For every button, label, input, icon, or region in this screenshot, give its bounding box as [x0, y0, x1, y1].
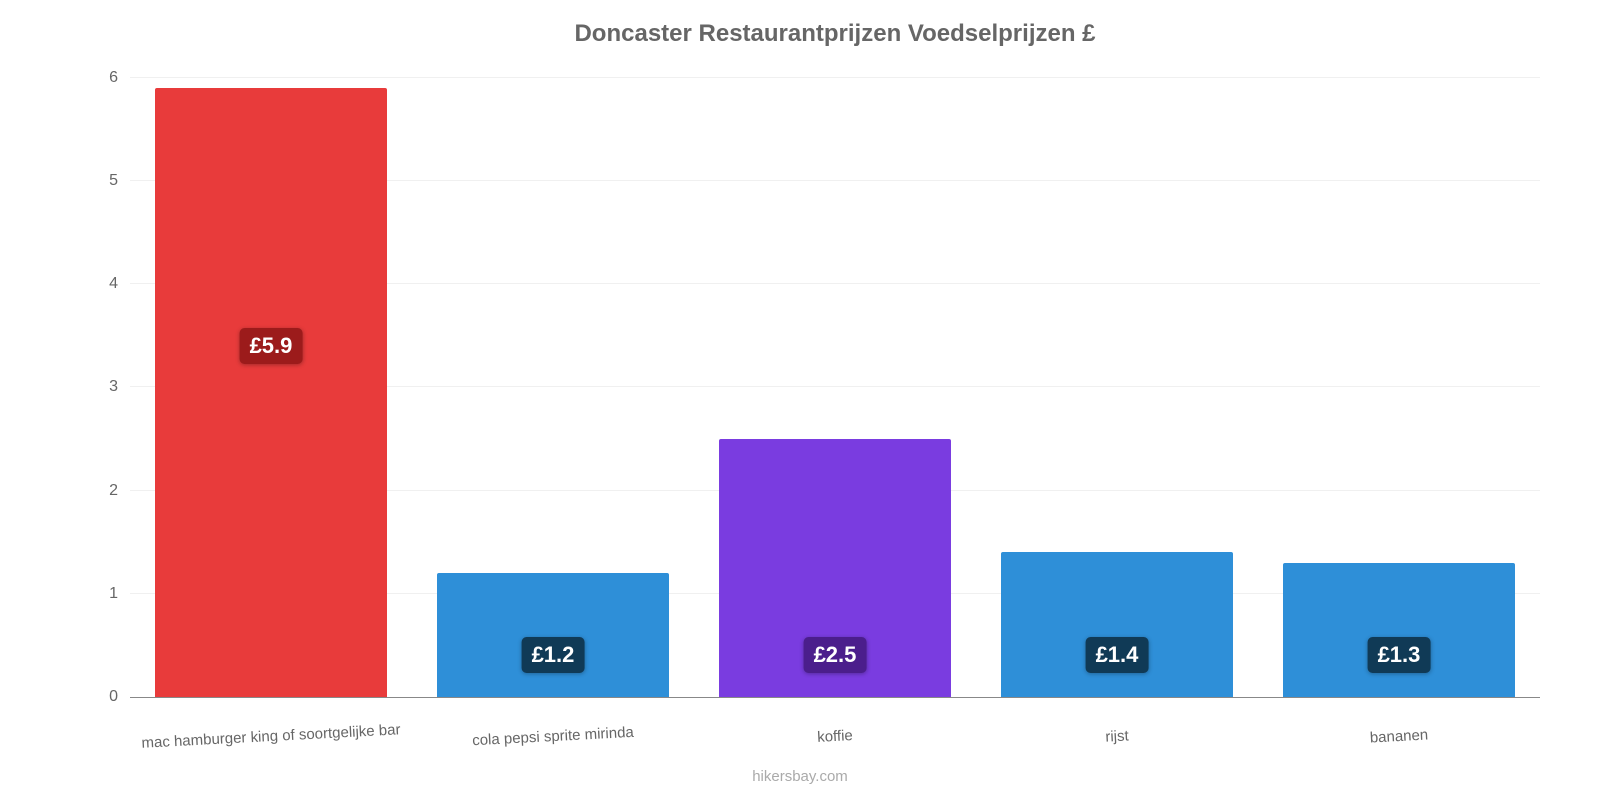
y-tick-label: 3	[109, 378, 118, 396]
y-tick-label: 6	[109, 69, 118, 87]
bar: £1.2	[437, 573, 668, 697]
bars-row: £5.9 £1.2 £2.5 £1.4 £1.3	[130, 58, 1540, 697]
x-axis-label: bananen	[1258, 721, 1541, 753]
x-axis-label: rijst	[976, 721, 1259, 753]
y-tick-label: 5	[109, 172, 118, 190]
chart-title: Doncaster Restaurantprijzen Voedselprijz…	[130, 20, 1540, 48]
y-tick-label: 0	[109, 688, 118, 706]
bar: £2.5	[719, 439, 950, 697]
bar-slot: £5.9	[130, 58, 412, 697]
y-tick-label: 1	[109, 585, 118, 603]
bar: £1.4	[1001, 552, 1232, 697]
bar-value-label: £1.4	[1086, 637, 1149, 673]
bar: £5.9	[155, 88, 386, 697]
bar-slot: £2.5	[694, 58, 976, 697]
attribution-text: hikersbay.com	[0, 768, 1600, 785]
bar: £1.3	[1283, 563, 1514, 697]
y-tick-label: 4	[109, 275, 118, 293]
x-axis-label: mac hamburger king of soortgelijke bar	[130, 721, 413, 753]
bar-slot: £1.4	[976, 58, 1258, 697]
bar-value-label: £5.9	[240, 328, 303, 364]
plot-area: £5.9£1.2£2.5£1.4£1.3 0123456	[130, 58, 1540, 698]
x-axis-labels: mac hamburger king of soortgelijke barco…	[130, 728, 1540, 745]
chart-container: Doncaster Restaurantprijzen Voedselprijz…	[0, 0, 1600, 800]
y-tick-label: 2	[109, 482, 118, 500]
bar-value-label: £1.3	[1368, 637, 1431, 673]
bar-slot: £1.2	[412, 58, 694, 697]
x-axis-label: cola pepsi sprite mirinda	[412, 721, 695, 753]
x-axis-label: koffie	[694, 721, 977, 753]
bar-value-label: £2.5	[804, 637, 867, 673]
bar-value-label: £1.2	[522, 637, 585, 673]
bar-slot: £1.3	[1258, 58, 1540, 697]
